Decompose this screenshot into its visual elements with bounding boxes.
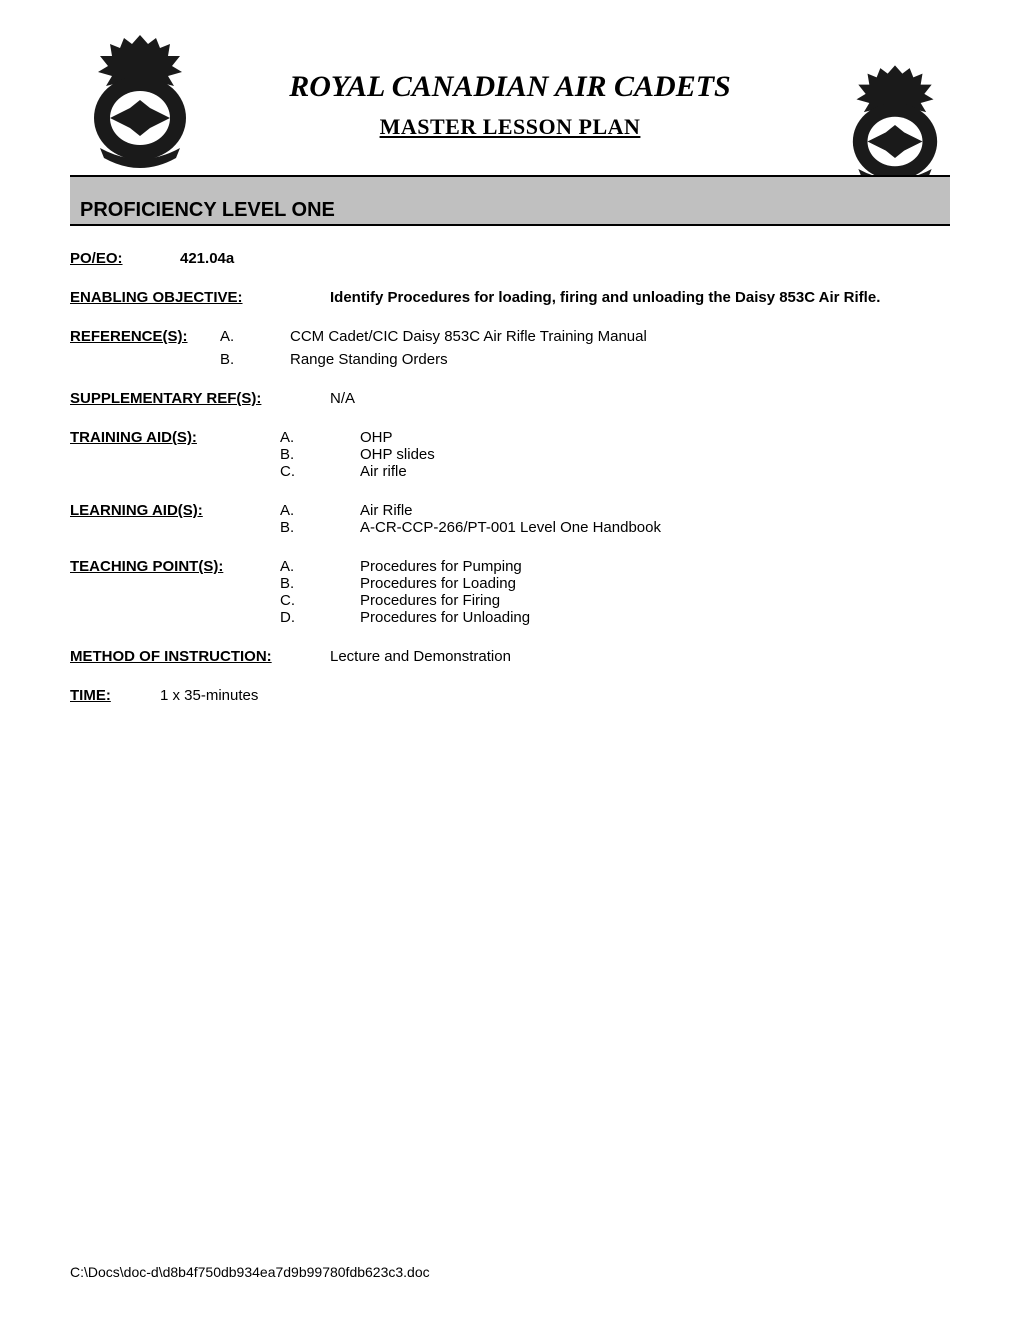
learning-aid-b: A-CR-CCP-266/PT-001 Level One Handbook: [360, 519, 950, 536]
reference-b-value: Range Standing Orders: [290, 351, 950, 368]
teaching-point-d: Procedures for Unloading: [360, 609, 950, 626]
letter-col: B.: [220, 351, 290, 368]
time-row: TIME: 1 x 35-minutes: [70, 687, 950, 704]
references-label: REFERENCE(S):: [70, 328, 220, 345]
po-eo-row: PO/EO: 421.04a: [70, 250, 950, 267]
learning-aids-label: LEARNING AID(S):: [70, 502, 280, 519]
letter: B.: [280, 519, 340, 536]
po-eo-value: 421.04a: [180, 250, 950, 267]
label-text: SUPPLEMENTARY REF(S):: [70, 390, 261, 407]
letter: A.: [280, 502, 340, 519]
letter: A.: [280, 429, 340, 446]
training-aid-a: OHP: [360, 429, 950, 446]
letter: D.: [280, 609, 340, 626]
label-text: TEACHING POINT(S):: [70, 558, 223, 575]
teaching-point-c: Procedures for Firing: [360, 592, 950, 609]
letter-col: A. B. C. D.: [280, 558, 360, 626]
level-title: PROFICIENCY LEVEL ONE: [80, 199, 940, 222]
label-text: ENABLING OBJECTIVE:: [70, 289, 243, 306]
teaching-points-values: Procedures for Pumping Procedures for Lo…: [360, 558, 950, 626]
letter-col: A.: [220, 328, 290, 345]
training-aids-row: TRAINING AID(S): A. B. C. OHP OHP slides…: [70, 429, 950, 480]
content: PO/EO: 421.04a ENABLING OBJECTIVE: Ident…: [70, 250, 950, 704]
po-eo-label: PO/EO:: [70, 250, 180, 267]
header: ROYAL CANADIAN AIR CADETS MASTER LESSON …: [70, 30, 950, 190]
footer-path: C:\Docs\doc-d\d8b4f750db934ea7d9b99780fd…: [70, 1264, 430, 1280]
method-of-instruction-row: METHOD OF INSTRUCTION: Lecture and Demon…: [70, 648, 950, 665]
title-block: ROYAL CANADIAN AIR CADETS MASTER LESSON …: [70, 30, 950, 140]
letter: A.: [280, 558, 340, 575]
supplementary-refs-label: SUPPLEMENTARY REF(S):: [70, 390, 330, 407]
teaching-point-a: Procedures for Pumping: [360, 558, 950, 575]
crest-left-icon: [80, 30, 200, 170]
method-value: Lecture and Demonstration: [330, 648, 950, 665]
method-label: METHOD OF INSTRUCTION:: [70, 648, 330, 665]
letter-col: A. B. C.: [280, 429, 360, 480]
time-value: 1 x 35-minutes: [160, 687, 950, 704]
supplementary-refs-value: N/A: [330, 390, 950, 407]
label-text: LEARNING AID(S):: [70, 502, 203, 519]
sub-title: MASTER LESSON PLAN: [70, 114, 950, 140]
label-text: METHOD OF INSTRUCTION:: [70, 648, 272, 665]
enabling-objective-row: ENABLING OBJECTIVE: Identify Procedures …: [70, 289, 950, 306]
label-text: REFERENCE(S):: [70, 328, 188, 345]
references-row: REFERENCE(S): A. CCM Cadet/CIC Daisy 853…: [70, 328, 950, 345]
references-row-b: B. Range Standing Orders: [70, 351, 950, 368]
letter: B.: [280, 446, 340, 463]
learning-aid-a: Air Rifle: [360, 502, 950, 519]
training-aids-label: TRAINING AID(S):: [70, 429, 280, 446]
teaching-point-b: Procedures for Loading: [360, 575, 950, 592]
letter: B.: [220, 351, 234, 368]
label-text: PO/EO:: [70, 250, 123, 267]
reference-a-value: CCM Cadet/CIC Daisy 853C Air Rifle Train…: [290, 328, 950, 345]
label-text: TIME:: [70, 687, 111, 704]
crest-right-icon: [840, 60, 950, 190]
value-text: Identify Procedures for loading, firing …: [330, 289, 880, 306]
letter: A.: [220, 328, 234, 345]
training-aid-b: OHP slides: [360, 446, 950, 463]
training-aids-values: OHP OHP slides Air rifle: [360, 429, 950, 480]
enabling-objective-value: Identify Procedures for loading, firing …: [330, 289, 950, 306]
supplementary-refs-row: SUPPLEMENTARY REF(S): N/A: [70, 390, 950, 407]
page: ROYAL CANADIAN AIR CADETS MASTER LESSON …: [0, 0, 1020, 1320]
letter: B.: [280, 575, 340, 592]
value-text: 421.04a: [180, 250, 234, 267]
learning-aids-row: LEARNING AID(S): A. B. Air Rifle A-CR-CC…: [70, 502, 950, 536]
teaching-points-label: TEACHING POINT(S):: [70, 558, 280, 575]
teaching-points-row: TEACHING POINT(S): A. B. C. D. Procedure…: [70, 558, 950, 626]
enabling-objective-label: ENABLING OBJECTIVE:: [70, 289, 330, 306]
training-aid-c: Air rifle: [360, 463, 950, 480]
letter: C.: [280, 463, 340, 480]
letter: C.: [280, 592, 340, 609]
learning-aids-values: Air Rifle A-CR-CCP-266/PT-001 Level One …: [360, 502, 950, 536]
label-text: TRAINING AID(S):: [70, 429, 197, 446]
letter-col: A. B.: [280, 502, 360, 536]
main-title: ROYAL CANADIAN AIR CADETS: [70, 70, 950, 104]
level-band: PROFICIENCY LEVEL ONE: [70, 175, 950, 226]
time-label: TIME:: [70, 687, 160, 704]
